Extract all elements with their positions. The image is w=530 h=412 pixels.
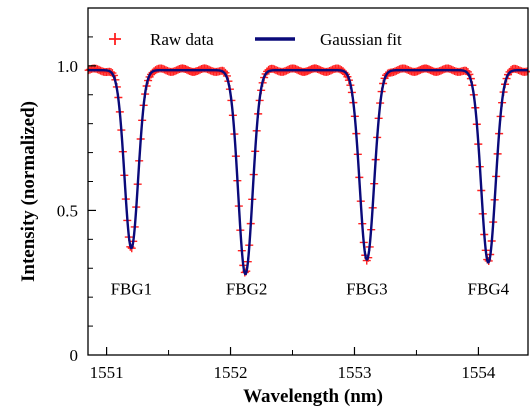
x-tick-label: 1552 [214,363,248,382]
y-tick-label: 0 [70,346,79,365]
legend-raw-data-label: Raw data [150,30,214,49]
y-tick-label: 0.5 [57,201,78,220]
annotations: FBG1 FBG2 FBG3 FBG4 [111,279,510,298]
y-axis-title: Intensity (normalized) [18,101,39,282]
x-axis-title: Wavelength (nm) [243,386,383,407]
annotation-fbg2: FBG2 [226,279,268,298]
legend-item-raw-data: Raw data [109,30,214,49]
gaussian-fit-series [88,68,528,276]
gaussian-fit-line [88,68,528,276]
legend-item-gaussian-fit: Gaussian fit [255,30,402,49]
annotation-fbg4: FBG4 [468,279,510,298]
legend-raw-data-marker [109,33,121,45]
legend: Raw data Gaussian fit [109,30,402,49]
x-tick-label: 1554 [461,363,496,382]
y-tick-label: 1.0 [57,57,78,76]
x-tick-label: 1553 [337,363,371,382]
legend-gaussian-fit-label: Gaussian fit [320,30,402,49]
x-tick-label: 1551 [90,363,124,382]
axes: 1551 1552 1553 1554 0 0.5 1.0 Wavelength (nm) In… [18,7,529,407]
plot-frame [87,7,529,356]
annotation-fbg3: FBG3 [346,279,388,298]
raw-data-series [84,64,530,277]
annotation-fbg1: FBG1 [111,279,153,298]
legend-raw-data-plus [109,33,121,45]
